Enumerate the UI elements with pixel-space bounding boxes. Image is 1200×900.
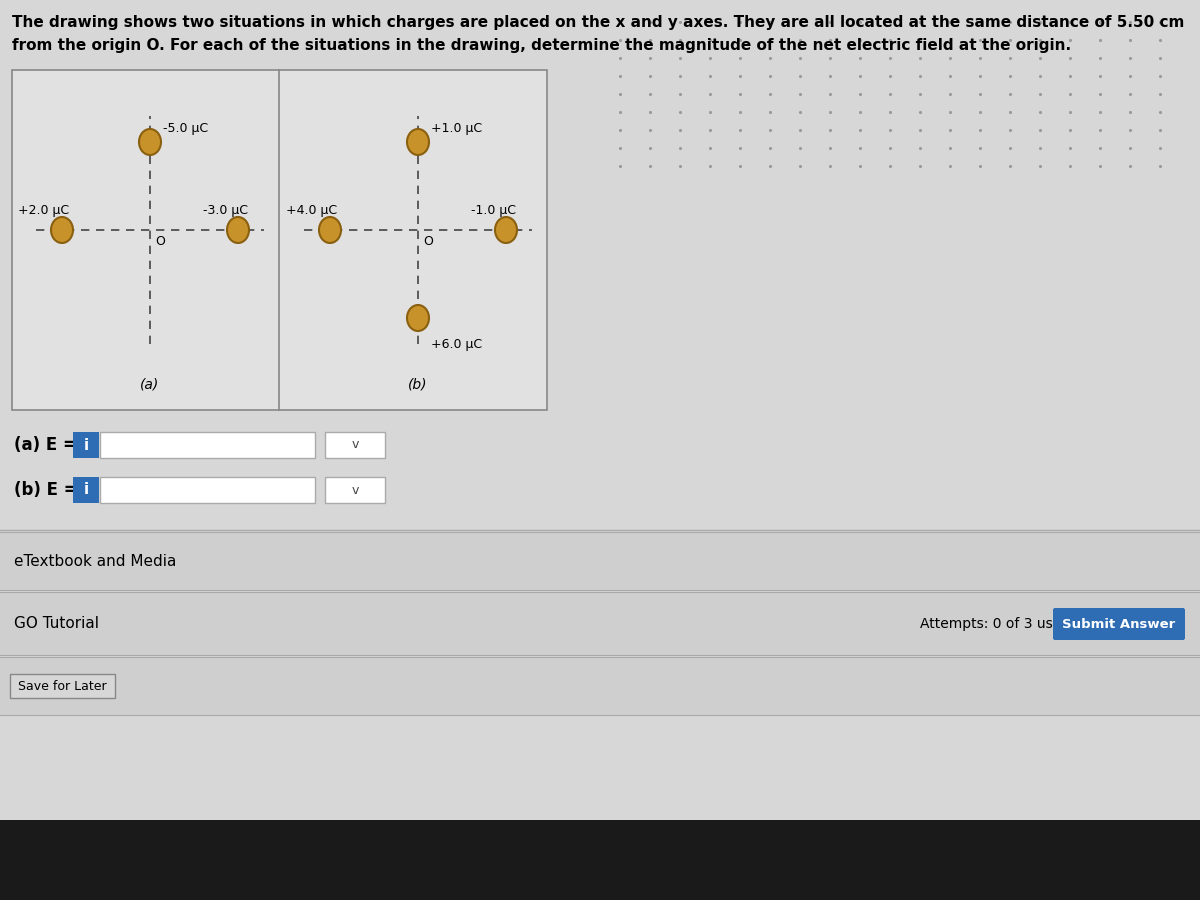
Text: -5.0 μC: -5.0 μC bbox=[163, 122, 209, 135]
Text: i: i bbox=[84, 482, 89, 498]
Text: (b): (b) bbox=[408, 378, 427, 392]
FancyBboxPatch shape bbox=[0, 532, 1200, 590]
Text: O: O bbox=[424, 235, 433, 248]
Text: +4.0 μC: +4.0 μC bbox=[286, 204, 337, 217]
Ellipse shape bbox=[496, 217, 517, 243]
Ellipse shape bbox=[407, 305, 430, 331]
Text: from the origin O. For each of the situations in the drawing, determine the magn: from the origin O. For each of the situa… bbox=[12, 38, 1072, 53]
Ellipse shape bbox=[227, 217, 250, 243]
Text: i: i bbox=[84, 437, 89, 453]
Text: O: O bbox=[155, 235, 164, 248]
Text: Save for Later: Save for Later bbox=[18, 680, 107, 692]
FancyBboxPatch shape bbox=[0, 0, 1200, 840]
Text: v: v bbox=[352, 483, 359, 497]
Text: +1.0 μC: +1.0 μC bbox=[431, 122, 482, 135]
FancyBboxPatch shape bbox=[100, 432, 314, 458]
FancyBboxPatch shape bbox=[325, 432, 385, 458]
FancyBboxPatch shape bbox=[1054, 608, 1186, 640]
FancyBboxPatch shape bbox=[12, 70, 547, 410]
Text: Submit Answer: Submit Answer bbox=[1062, 617, 1176, 631]
Text: (b) E =: (b) E = bbox=[14, 481, 78, 499]
FancyBboxPatch shape bbox=[73, 432, 98, 458]
FancyBboxPatch shape bbox=[0, 592, 1200, 655]
Text: eTextbook and Media: eTextbook and Media bbox=[14, 554, 176, 569]
Text: The drawing shows two situations in which charges are placed on the x and y axes: The drawing shows two situations in whic… bbox=[12, 15, 1184, 30]
Text: -3.0 μC: -3.0 μC bbox=[203, 204, 248, 217]
FancyBboxPatch shape bbox=[0, 657, 1200, 715]
Text: -1.0 μC: -1.0 μC bbox=[470, 204, 516, 217]
Ellipse shape bbox=[407, 129, 430, 155]
Text: +6.0 μC: +6.0 μC bbox=[431, 338, 482, 351]
Text: v: v bbox=[352, 438, 359, 452]
Text: Attempts: 0 of 3 used: Attempts: 0 of 3 used bbox=[920, 617, 1070, 631]
Ellipse shape bbox=[139, 129, 161, 155]
Text: GO Tutorial: GO Tutorial bbox=[14, 616, 98, 632]
Bar bbox=[0, 820, 1200, 900]
Text: +2.0 μC: +2.0 μC bbox=[18, 204, 70, 217]
FancyBboxPatch shape bbox=[10, 674, 115, 698]
FancyBboxPatch shape bbox=[73, 477, 98, 503]
Text: (a) E =: (a) E = bbox=[14, 436, 77, 454]
Text: (a): (a) bbox=[140, 378, 160, 392]
Ellipse shape bbox=[50, 217, 73, 243]
FancyBboxPatch shape bbox=[100, 477, 314, 503]
FancyBboxPatch shape bbox=[325, 477, 385, 503]
Ellipse shape bbox=[319, 217, 341, 243]
